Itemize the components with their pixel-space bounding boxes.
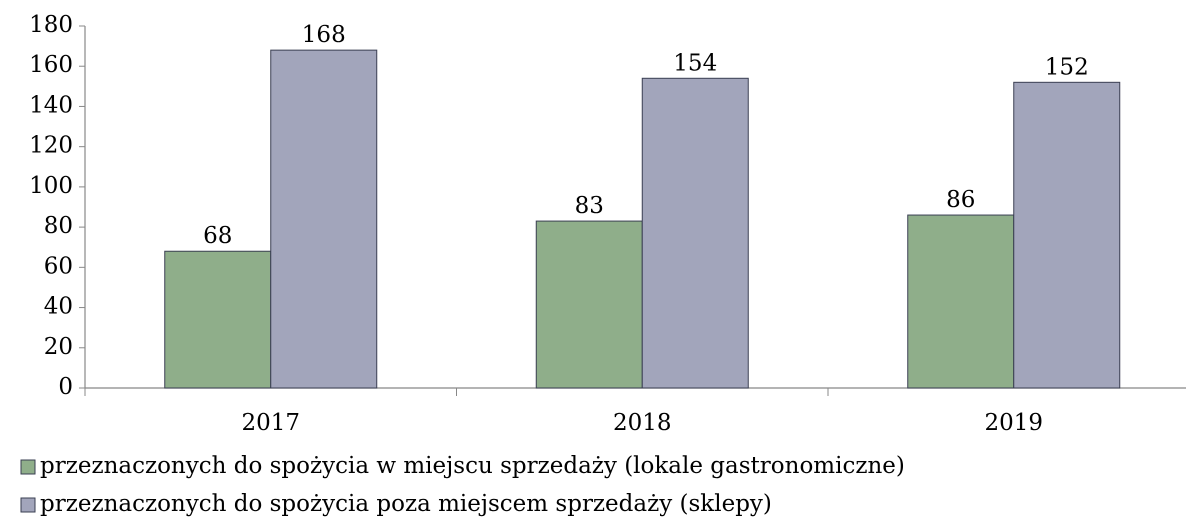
data-label: 83 xyxy=(575,193,604,219)
y-tick-label: 0 xyxy=(58,374,73,400)
x-tick-label: 2018 xyxy=(613,410,672,436)
y-tick-label: 120 xyxy=(29,133,73,159)
y-tick-label: 40 xyxy=(44,294,73,320)
data-label: 154 xyxy=(673,50,717,76)
bar xyxy=(907,214,1015,389)
bar xyxy=(641,77,749,389)
legend-swatch xyxy=(20,459,36,475)
bar xyxy=(270,49,378,389)
legend-swatch xyxy=(20,497,36,513)
y-tick-label: 100 xyxy=(29,173,73,199)
bar xyxy=(164,250,272,389)
data-label: 152 xyxy=(1045,54,1089,80)
x-tick-label: 2017 xyxy=(241,410,300,436)
y-tick-label: 60 xyxy=(44,253,73,279)
y-tick-label: 80 xyxy=(44,213,73,239)
legend-label: przeznaczonych do spożycia poza miejscem… xyxy=(40,491,772,517)
y-tick-label: 180 xyxy=(29,12,73,38)
bar xyxy=(1013,81,1121,389)
data-label: 168 xyxy=(302,22,346,48)
y-tick-label: 20 xyxy=(44,334,73,360)
y-tick-label: 160 xyxy=(29,52,73,78)
legend-label: przeznaczonych do spożycia w miejscu spr… xyxy=(40,453,905,479)
data-label: 86 xyxy=(946,187,975,213)
bar xyxy=(535,220,643,389)
x-tick-label: 2019 xyxy=(984,410,1043,436)
y-tick-label: 140 xyxy=(29,92,73,118)
data-label: 68 xyxy=(203,223,232,249)
